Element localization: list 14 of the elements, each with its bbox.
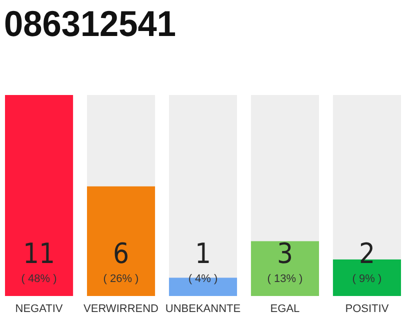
x-tick-label: POSITIV bbox=[345, 303, 390, 315]
data-label: 11 bbox=[23, 237, 56, 270]
chart-title: 086312541 bbox=[4, 3, 184, 44]
x-tick-label: UNBEKANNTE bbox=[165, 303, 241, 315]
x-tick-label: EGAL bbox=[270, 303, 300, 315]
annotation: ( 26% ) bbox=[103, 273, 139, 285]
x-tick-label: NEGATIV bbox=[15, 303, 64, 315]
data-label: 3 bbox=[276, 237, 294, 270]
data-label: 1 bbox=[194, 237, 212, 270]
data-label: 6 bbox=[112, 237, 130, 270]
annotation: ( 9% ) bbox=[352, 273, 382, 285]
annotation: ( 48% ) bbox=[21, 273, 57, 285]
annotation: ( 13% ) bbox=[267, 273, 303, 285]
x-tick-label: VERWIRREND bbox=[84, 303, 159, 315]
